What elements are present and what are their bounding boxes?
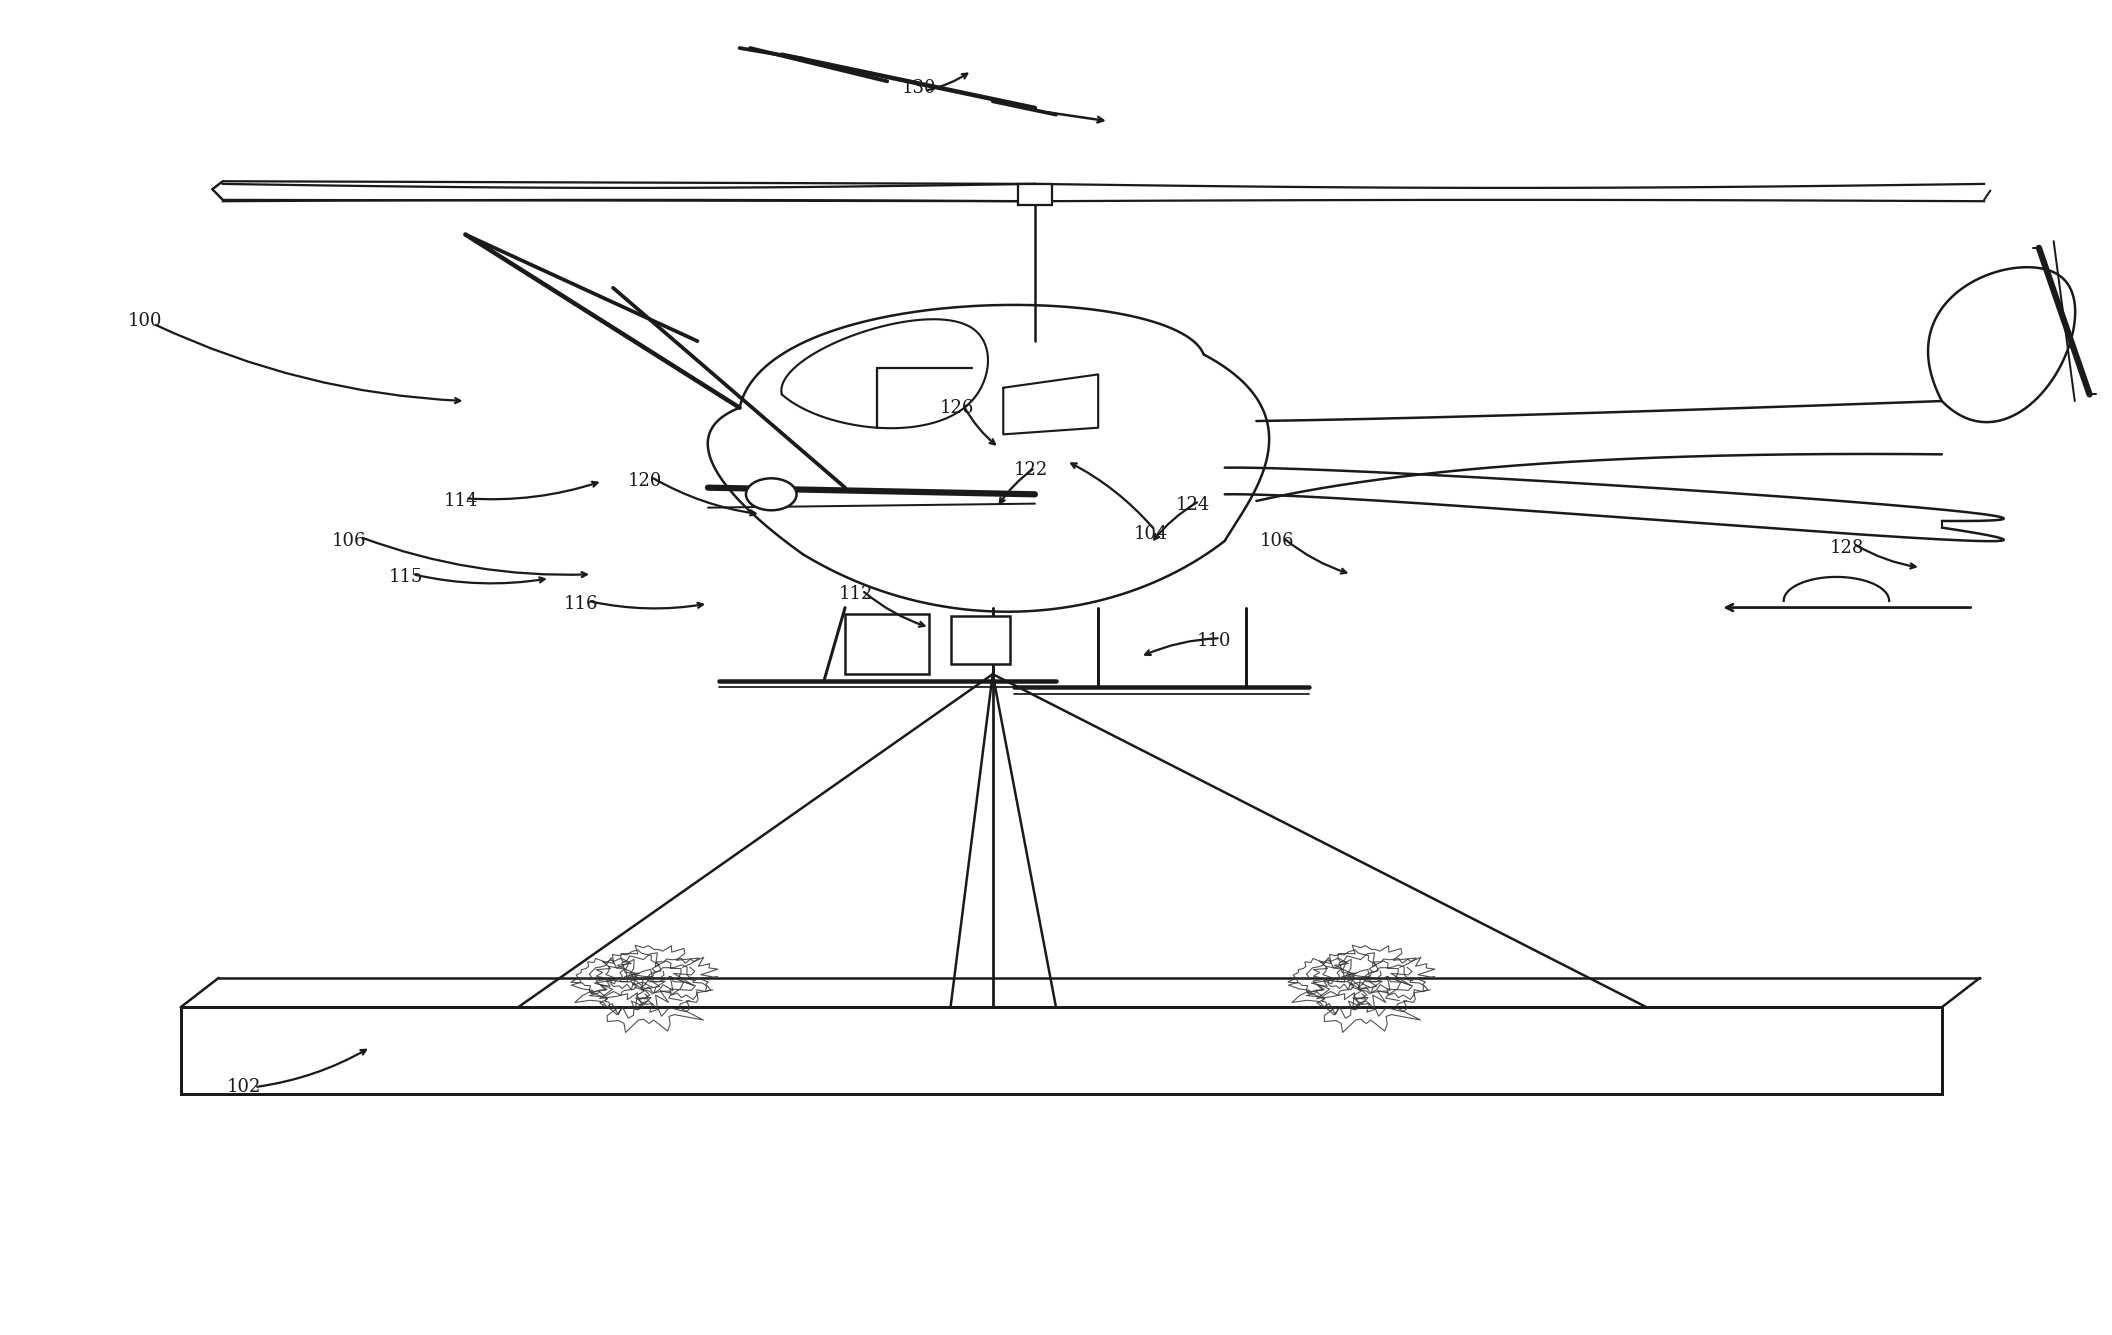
Bar	[950, 615, 1010, 663]
Text: 130: 130	[902, 79, 936, 97]
Text: 120: 120	[627, 473, 661, 490]
Text: 114: 114	[444, 493, 479, 510]
Circle shape	[746, 478, 796, 510]
Text: 100: 100	[127, 312, 163, 330]
Text: 124: 124	[1176, 497, 1210, 514]
Text: 110: 110	[1198, 631, 1231, 650]
Bar	[845, 614, 929, 674]
Text: 106: 106	[332, 531, 367, 550]
Text: 126: 126	[940, 399, 974, 417]
Text: 128: 128	[1829, 538, 1865, 557]
Bar	[182, 1007, 1941, 1093]
Text: 106: 106	[1261, 531, 1295, 550]
Text: 122: 122	[1014, 462, 1048, 479]
Text: 115: 115	[389, 567, 425, 586]
Text: 116: 116	[564, 594, 598, 613]
Text: 102: 102	[226, 1079, 262, 1096]
Bar	[1018, 184, 1052, 206]
Text: 104: 104	[1134, 525, 1168, 543]
Text: 112: 112	[838, 585, 872, 603]
